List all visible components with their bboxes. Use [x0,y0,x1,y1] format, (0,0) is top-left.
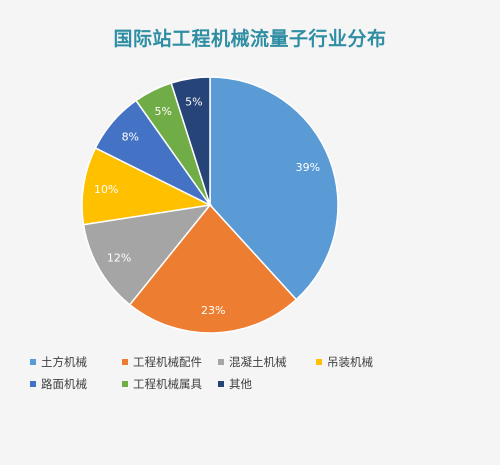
legend-swatch-road [30,381,36,387]
legend-item-other[interactable]: 其他 [218,376,316,392]
chart-title: 国际站工程机械流量子行业分布 [113,28,387,50]
legend-item-lifting[interactable]: 吊装机械 [316,354,406,370]
pie-slice-earthmoving[interactable] [209,76,339,301]
legend-label-lifting: 吊装机械 [327,355,373,369]
legend-swatch-other [218,381,224,387]
legend-item-parts[interactable]: 工程机械配件 [122,354,218,370]
data-label-lifting: 10% [94,183,118,196]
pie-slice-lifting[interactable] [81,146,213,226]
pie-slice-concrete[interactable] [82,203,212,306]
legend-swatch-attachments [122,381,128,387]
legend-item-road[interactable]: 路面机械 [30,376,122,392]
data-label-concrete: 12% [107,251,131,264]
legend-label-earthmoving: 土方机械 [41,355,87,369]
legend-label-road: 路面机械 [41,377,87,391]
pie-chart: 39% 23% 12% 10% 8% 5% 5% [81,76,339,334]
pie-slice-other[interactable] [170,76,211,206]
legend-label-parts: 工程机械配件 [133,355,202,369]
data-label-road: 8% [122,131,139,144]
legend: 土方机械 工程机械配件 混凝土机械 吊装机械 路面机械 工程机械属具 其他 [30,351,490,395]
legend-swatch-earthmoving [30,359,36,365]
data-label-parts: 23% [201,304,225,317]
legend-item-earthmoving[interactable]: 土方机械 [30,354,122,370]
legend-swatch-parts [122,359,128,365]
legend-label-other: 其他 [229,377,252,391]
legend-row: 路面机械 工程机械属具 其他 [30,373,490,395]
legend-label-concrete: 混凝土机械 [229,355,287,369]
legend-item-concrete[interactable]: 混凝土机械 [218,354,316,370]
legend-swatch-lifting [316,359,322,365]
legend-row: 土方机械 工程机械配件 混凝土机械 吊装机械 [30,351,490,373]
data-label-other: 5% [185,95,202,108]
legend-swatch-concrete [218,359,224,365]
pie-slice-parts[interactable] [128,203,298,334]
data-label-earthmoving: 39% [296,161,320,174]
legend-item-attachments[interactable]: 工程机械属具 [122,376,218,392]
legend-label-attachments: 工程机械属具 [133,377,202,391]
data-label-attachments: 5% [154,105,171,118]
